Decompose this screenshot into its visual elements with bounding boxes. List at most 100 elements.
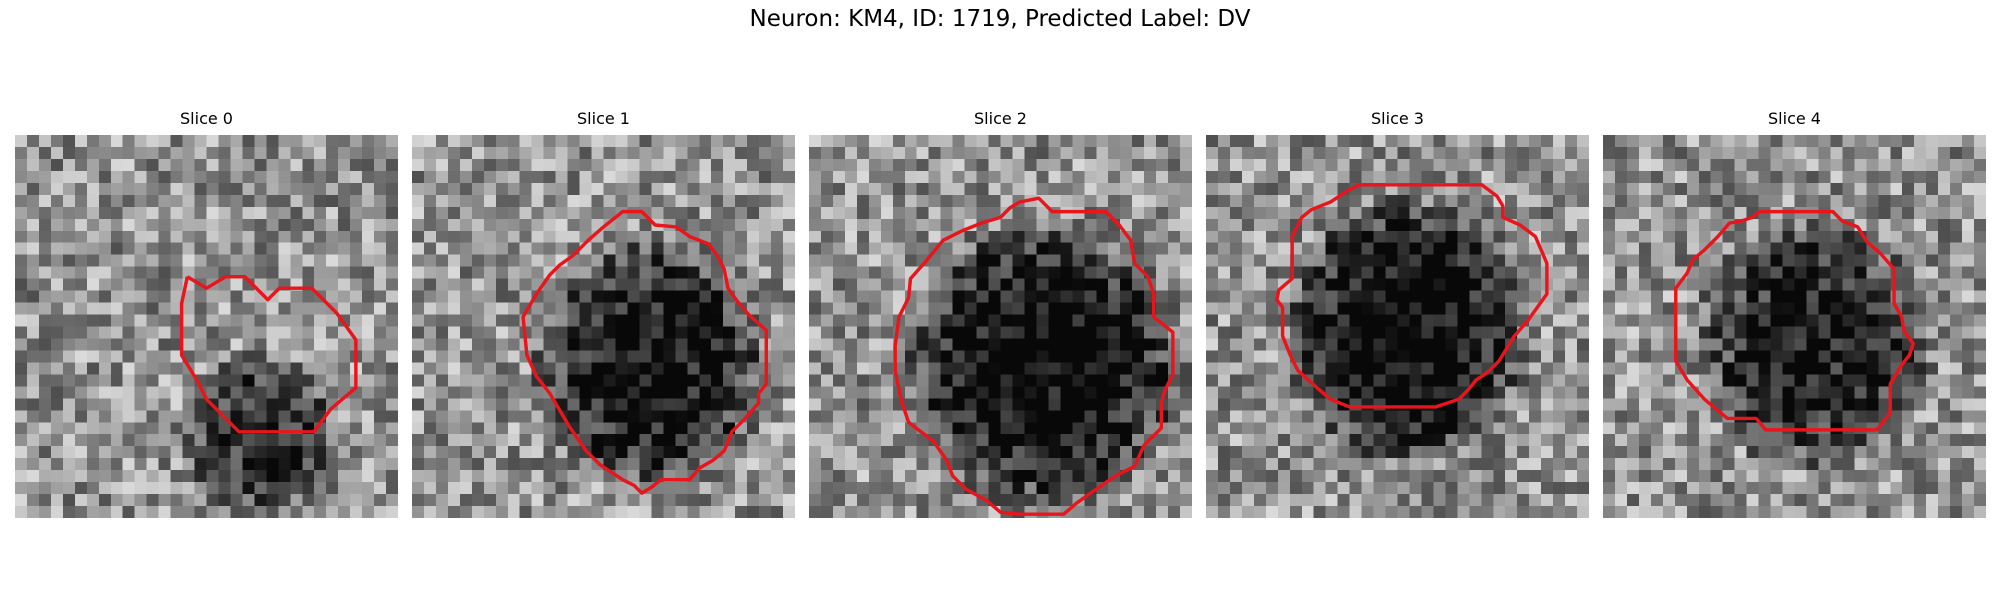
image-pixel (1469, 206, 1482, 219)
image-pixel (1132, 135, 1145, 148)
image-pixel (1397, 230, 1410, 243)
image-pixel (386, 374, 398, 387)
image-pixel (988, 422, 1001, 435)
image-pixel (1265, 182, 1279, 196)
image-pixel (1301, 458, 1314, 471)
image-pixel (1361, 422, 1374, 435)
image-pixel (1421, 254, 1434, 267)
image-pixel (206, 302, 219, 315)
image-pixel (1722, 182, 1735, 196)
image-pixel (988, 278, 1001, 291)
image-pixel (158, 482, 171, 495)
image-pixel (1662, 182, 1676, 196)
image-pixel (1758, 254, 1771, 267)
image-pixel (1048, 242, 1061, 255)
image-pixel (86, 206, 99, 219)
image-pixel (1337, 470, 1350, 483)
image-pixel (1902, 194, 1915, 208)
image-pixel (543, 410, 556, 423)
image-pixel (759, 410, 772, 423)
image-pixel (892, 410, 905, 423)
image-pixel (146, 494, 159, 507)
image-pixel (218, 218, 231, 231)
image-pixel (651, 506, 664, 518)
image-pixel (15, 266, 28, 279)
image-pixel (483, 386, 496, 399)
image-pixel (1012, 482, 1025, 495)
image-pixel (988, 266, 1001, 279)
image-pixel (543, 434, 556, 447)
image-pixel (1373, 230, 1386, 243)
image-pixel (1325, 494, 1338, 507)
image-pixel (1277, 146, 1290, 160)
image-pixel (1217, 422, 1231, 435)
image-pixel (1842, 242, 1855, 255)
image-pixel (1012, 458, 1025, 471)
image-pixel (386, 266, 398, 279)
image-pixel (856, 194, 870, 208)
image-pixel (639, 302, 652, 315)
image-pixel (1206, 482, 1219, 495)
image-pixel (675, 506, 688, 518)
image-pixel (1206, 410, 1219, 423)
image-pixel (1603, 146, 1616, 160)
image-pixel (627, 194, 640, 208)
image-pixel (290, 135, 303, 148)
image-pixel (86, 326, 99, 339)
image-pixel (110, 410, 123, 423)
image-pixel (302, 506, 315, 518)
image-pixel (543, 374, 556, 387)
image-pixel (1710, 386, 1723, 399)
image-pixel (1782, 314, 1795, 327)
image-pixel (771, 158, 784, 172)
image-pixel (459, 482, 473, 495)
image-pixel (1217, 410, 1231, 423)
image-pixel (350, 170, 363, 184)
image-pixel (194, 158, 207, 172)
image-pixel (844, 386, 858, 399)
image-pixel (1746, 135, 1759, 148)
image-pixel (1206, 506, 1219, 518)
image-pixel (1722, 290, 1735, 303)
image-pixel (1650, 242, 1664, 255)
image-pixel (1866, 266, 1879, 279)
image-pixel (1241, 206, 1255, 219)
image-pixel (146, 410, 159, 423)
image-pixel (1974, 410, 1986, 423)
image-pixel (916, 230, 929, 243)
image-pixel (1325, 326, 1338, 339)
image-pixel (723, 194, 736, 208)
image-pixel (615, 362, 628, 375)
image-pixel (1433, 470, 1446, 483)
image-pixel (1349, 194, 1362, 208)
image-pixel (50, 326, 64, 339)
image-pixel (110, 374, 123, 387)
image-pixel (1289, 470, 1302, 483)
image-pixel (627, 135, 640, 148)
image-pixel (338, 278, 351, 291)
image-pixel (1313, 230, 1326, 243)
image-pixel (1529, 398, 1542, 411)
image-pixel (302, 302, 315, 315)
image-pixel (1553, 362, 1566, 375)
image-pixel (1385, 482, 1398, 495)
image-pixel (820, 218, 834, 231)
image-pixel (170, 170, 183, 184)
image-pixel (374, 158, 387, 172)
image-pixel (615, 290, 628, 303)
image-pixel (783, 482, 795, 495)
image-pixel (495, 206, 508, 219)
image-pixel (579, 506, 592, 518)
image-pixel (567, 170, 580, 184)
image-pixel (1722, 278, 1735, 291)
image-pixel (1229, 146, 1243, 160)
image-pixel (1180, 446, 1192, 459)
image-pixel (230, 338, 243, 351)
image-pixel (1914, 158, 1927, 172)
image-pixel (1325, 254, 1338, 267)
image-pixel (302, 135, 315, 148)
image-pixel (1830, 135, 1843, 148)
image-pixel (459, 314, 473, 327)
image-pixel (1421, 302, 1434, 315)
image-pixel (1854, 242, 1867, 255)
